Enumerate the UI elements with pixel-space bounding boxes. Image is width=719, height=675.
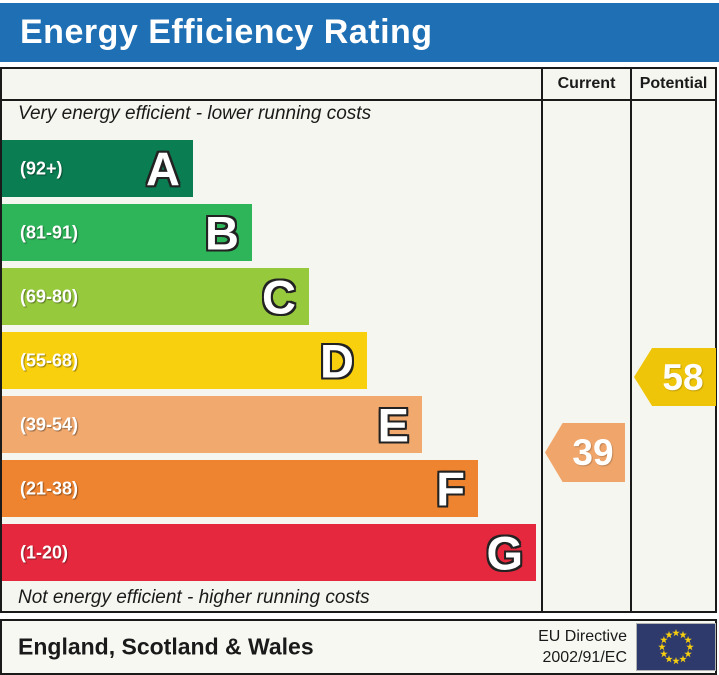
- band-letter: B: [205, 206, 239, 259]
- band-row-g: (1-20) G: [2, 524, 536, 581]
- region-label: England, Scotland & Wales: [18, 633, 314, 660]
- footer-bar: England, Scotland & Wales EU Directive 2…: [0, 619, 717, 675]
- potential-rating-value: 58: [662, 356, 704, 398]
- current-rating-arrow: 39: [545, 423, 625, 482]
- band-range-label: (55-68): [20, 350, 79, 370]
- band-row-d: (55-68) D: [2, 332, 367, 389]
- current-column-divider: [541, 69, 543, 611]
- band-row-c: (69-80) C: [2, 268, 309, 325]
- header-divider: [2, 99, 715, 101]
- band-range-label: (39-54): [20, 414, 79, 434]
- band-range-label: (1-20): [20, 542, 69, 562]
- eu-directive-line1: EU Directive: [538, 628, 627, 645]
- band-row-f: (21-38) F: [2, 460, 478, 517]
- eu-flag-icon: [636, 623, 716, 671]
- band-range-label: (21-38): [20, 478, 79, 498]
- page-title: Energy Efficiency Rating: [20, 13, 433, 51]
- current-column-header: Current: [557, 75, 616, 92]
- band-range-label: (81-91): [20, 222, 79, 242]
- band-row-b: (81-91) B: [2, 204, 252, 261]
- band-letter: G: [486, 526, 523, 579]
- potential-column-divider: [630, 69, 632, 611]
- band-range-label: (69-80): [20, 286, 79, 306]
- band-letter: D: [320, 334, 354, 387]
- top-note: Very energy efficient - lower running co…: [18, 103, 372, 124]
- potential-column-header: Potential: [639, 75, 708, 92]
- eu-directive-line2: 2002/91/EC: [542, 649, 627, 666]
- band-letter: C: [262, 270, 296, 323]
- rating-table: Current Potential Very energy efficient …: [0, 67, 717, 613]
- band-row-a: (92+) A: [2, 140, 193, 197]
- potential-rating-arrow: 58: [634, 348, 716, 406]
- band-letter: F: [436, 462, 465, 515]
- band-row-e: (39-54) E: [2, 396, 422, 453]
- band-letter: E: [377, 398, 409, 451]
- band-letter: A: [146, 142, 180, 195]
- eu-directive-label: EU Directive 2002/91/EC: [538, 626, 627, 668]
- bottom-note: Not energy efficient - higher running co…: [18, 587, 370, 608]
- band-range-label: (92+): [20, 158, 63, 178]
- current-rating-value: 39: [572, 432, 614, 473]
- chart-title-bar: Energy Efficiency Rating: [0, 3, 719, 62]
